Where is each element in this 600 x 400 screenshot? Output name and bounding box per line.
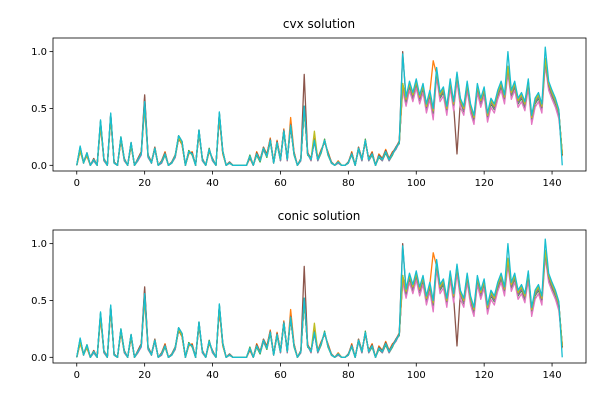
x-tick-label: 120 (475, 370, 494, 381)
subplot-cvx: cvx solution 0 20 40 60 80 100 120 140 0.0 0.5 1.… (31, 17, 587, 189)
y-tick-label: 0.5 (31, 104, 47, 115)
x-tick-label: 20 (138, 370, 151, 381)
series-line-9 (76, 238, 563, 358)
y-tick-label: 1.0 (31, 239, 47, 250)
series-group (76, 46, 563, 166)
subplot-title: conic solution (278, 209, 361, 223)
axis-frame (52, 229, 587, 364)
x-tick-label: 140 (543, 370, 562, 381)
x-tick-label: 40 (206, 370, 219, 381)
y-tick-label: 0.0 (31, 161, 47, 172)
y-tick-label: 1.0 (31, 47, 47, 58)
x-tick-label: 60 (274, 370, 287, 381)
y-tick-label: 0.5 (31, 296, 47, 307)
y-tick-label: 0.0 (31, 353, 47, 364)
series-line-9 (76, 46, 563, 166)
subplot-title: cvx solution (283, 17, 355, 31)
x-axis-ticks: 0 20 40 60 80 100 120 140 (74, 171, 562, 189)
x-tick-label: 40 (206, 178, 219, 189)
x-tick-label: 0 (74, 370, 80, 381)
y-axis-ticks: 0.0 0.5 1.0 (31, 47, 53, 172)
x-tick-label: 60 (274, 178, 287, 189)
subplot-conic: conic solution 0 20 40 60 80 100 120 140 0.0 0.5… (31, 209, 587, 381)
x-tick-label: 0 (74, 178, 80, 189)
series-group (76, 238, 563, 358)
series-line-6 (76, 256, 563, 358)
x-tick-label: 120 (475, 178, 494, 189)
x-tick-label: 80 (342, 370, 355, 381)
x-tick-label: 100 (407, 178, 426, 189)
x-tick-label: 80 (342, 178, 355, 189)
y-axis-ticks: 0.0 0.5 1.0 (31, 239, 53, 364)
axis-frame (52, 37, 587, 172)
x-tick-label: 100 (407, 370, 426, 381)
series-line-6 (76, 64, 563, 166)
x-axis-ticks: 0 20 40 60 80 100 120 140 (74, 363, 562, 381)
x-tick-label: 20 (138, 178, 151, 189)
x-tick-label: 140 (543, 178, 562, 189)
